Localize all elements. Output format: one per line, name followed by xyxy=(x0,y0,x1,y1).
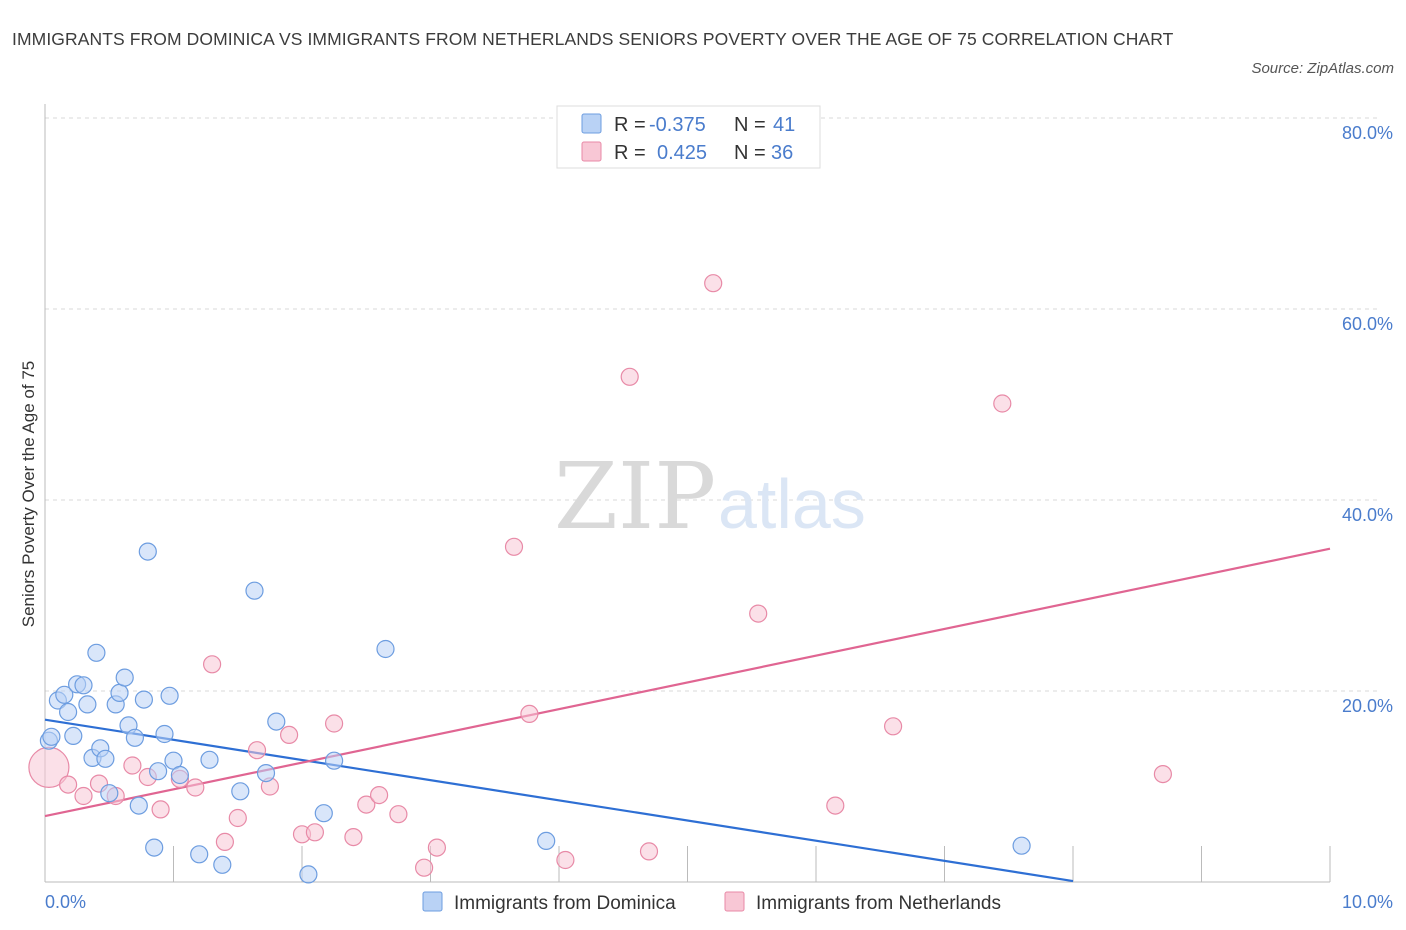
point-netherlands xyxy=(504,537,524,556)
legend-n-label-netherlands: N = xyxy=(734,142,766,164)
point-netherlands xyxy=(1153,764,1173,784)
point-dominica xyxy=(129,796,148,815)
point-netherlands xyxy=(247,741,267,760)
point-netherlands xyxy=(883,717,903,736)
series-legend: Immigrants from Dominica Immigrants from… xyxy=(422,891,1001,914)
x-tick-label: 0.0% xyxy=(45,892,86,912)
legend-n-value-netherlands: 36 xyxy=(771,142,793,164)
y-axis-label: Seniors Poverty Over the Age of 75 xyxy=(19,361,38,627)
point-dominica xyxy=(42,727,61,746)
point-dominica xyxy=(537,831,556,851)
point-dominica xyxy=(190,845,209,864)
point-dominica xyxy=(64,726,83,746)
point-netherlands xyxy=(639,842,659,861)
point-dominica xyxy=(325,751,344,770)
y-tick-label: 20.0% xyxy=(1342,696,1393,716)
point-dominica xyxy=(87,643,106,662)
point-dominica xyxy=(160,686,179,705)
bottom-legend-swatch-dominica xyxy=(422,891,443,912)
trend-line-dominica xyxy=(44,718,1074,883)
point-dominica xyxy=(110,683,129,703)
trend-line-netherlands xyxy=(44,547,1331,818)
point-netherlands xyxy=(620,367,639,386)
point-netherlands xyxy=(415,858,434,877)
point-netherlands xyxy=(215,832,234,852)
point-netherlands xyxy=(186,778,205,797)
watermark-atlas: atlas xyxy=(718,465,866,543)
point-netherlands xyxy=(325,714,344,733)
point-netherlands xyxy=(123,756,142,775)
legend-n-label-dominica: N = xyxy=(734,114,766,136)
point-netherlands xyxy=(344,827,363,847)
legend-swatch-dominica xyxy=(581,113,602,134)
point-dominica xyxy=(200,750,219,769)
point-dominica xyxy=(314,804,333,823)
legend-r-label-dominica: R = xyxy=(614,114,646,136)
point-dominica xyxy=(78,695,97,714)
legend-swatch-netherlands xyxy=(581,141,602,162)
point-netherlands xyxy=(704,274,723,293)
point-dominica xyxy=(1012,836,1031,855)
point-dominica xyxy=(213,855,232,874)
point-dominica xyxy=(231,782,250,801)
point-dominica xyxy=(58,702,78,722)
legend-r-value-netherlands: 0.425 xyxy=(657,142,707,164)
point-dominica xyxy=(149,762,168,781)
point-dominica xyxy=(125,728,144,747)
tick-labels: 20.0% 40.0% 60.0% 80.0% 0.0% 10.0% xyxy=(45,123,1393,912)
point-dominica xyxy=(96,749,115,768)
point-dominica xyxy=(100,784,119,803)
point-dominica xyxy=(376,639,395,659)
point-netherlands xyxy=(389,805,408,824)
point-dominica xyxy=(170,765,189,785)
point-netherlands xyxy=(556,850,575,870)
point-netherlands xyxy=(370,785,389,805)
y-tick-label: 60.0% xyxy=(1342,314,1393,334)
point-dominica xyxy=(155,724,174,744)
correlation-legend: R = -0.375 N = 41 R = 0.425 N = 36 xyxy=(556,105,821,169)
point-netherlands xyxy=(826,796,845,815)
point-dominica xyxy=(55,685,74,704)
point-dominica xyxy=(245,581,264,600)
point-dominica xyxy=(267,712,286,731)
point-netherlands xyxy=(305,823,324,842)
bottom-legend-label-dominica: Immigrants from Dominica xyxy=(454,893,676,914)
y-tick-label: 80.0% xyxy=(1342,123,1393,143)
point-netherlands xyxy=(58,775,78,794)
point-dominica xyxy=(134,690,153,709)
point-dominica xyxy=(74,676,93,695)
point-dominica xyxy=(115,668,134,687)
point-dominica xyxy=(138,542,157,561)
gridlines xyxy=(45,117,1380,692)
point-netherlands xyxy=(228,808,247,828)
chart-title: IMMIGRANTS FROM DOMINICA VS IMMIGRANTS F… xyxy=(12,29,1174,49)
point-netherlands xyxy=(151,800,170,819)
point-netherlands xyxy=(280,725,299,745)
point-netherlands xyxy=(74,786,93,806)
point-dominica xyxy=(299,865,318,884)
point-netherlands xyxy=(520,704,539,724)
data-points xyxy=(28,274,1173,884)
point-netherlands xyxy=(993,394,1012,413)
legend-r-label-netherlands: R = xyxy=(614,142,646,164)
source-label: Source: ZipAtlas.com xyxy=(1251,60,1394,77)
legend-n-value-dominica: 41 xyxy=(773,114,795,136)
point-dominica xyxy=(256,763,276,783)
bottom-legend-swatch-netherlands xyxy=(724,891,745,912)
trend-lines xyxy=(44,547,1331,883)
x-tick-label: 10.0% xyxy=(1342,892,1393,912)
point-netherlands xyxy=(203,655,222,674)
watermark-zip: ZIP xyxy=(554,443,716,550)
y-tick-label: 40.0% xyxy=(1342,505,1393,525)
point-netherlands xyxy=(427,838,446,857)
bottom-legend-label-netherlands: Immigrants from Netherlands xyxy=(756,893,1001,914)
point-netherlands xyxy=(749,604,768,623)
point-dominica xyxy=(145,838,164,857)
legend-r-value-dominica: -0.375 xyxy=(649,114,706,136)
point-netherlands xyxy=(357,795,376,814)
